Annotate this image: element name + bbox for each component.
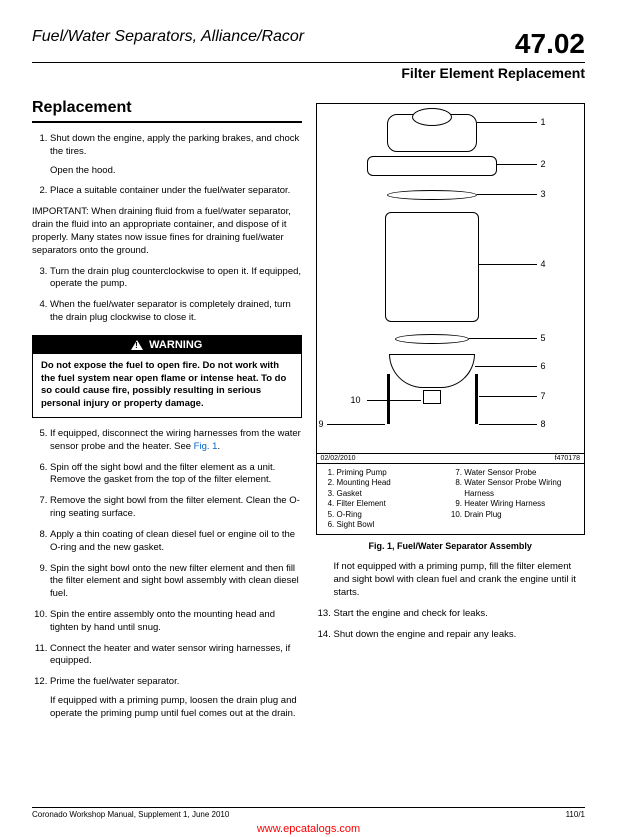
header-section-number: 47.02 <box>515 28 585 60</box>
legend-left: Priming Pump Mounting Head Gasket Filter… <box>323 468 451 530</box>
header-subtitle: Filter Element Replacement <box>32 65 585 81</box>
figure-diagram: 1 2 3 4 5 6 7 8 9 10 <box>317 104 585 454</box>
step-10: Spin the entire assembly onto the mounti… <box>50 609 302 635</box>
left-column: Replacement Shut down the engine, apply … <box>32 99 302 729</box>
step-6: Spin off the sight bowl and the filter e… <box>50 462 302 488</box>
warning-body: Do not expose the fuel to open fire. Do … <box>33 354 301 417</box>
step-5: If equipped, disconnect the wiring harne… <box>50 428 302 454</box>
step-13: Start the engine and check for leaks. <box>334 608 586 621</box>
steps-3-4: Turn the drain plug counterclockwise to … <box>32 266 302 325</box>
footer-left: Coronado Workshop Manual, Supplement 1, … <box>32 810 229 819</box>
right-column: 1 2 3 4 5 6 7 8 9 10 02/02/2010 f470178 … <box>316 99 586 729</box>
figure-meta: 02/02/2010 f470178 <box>317 454 585 464</box>
step-11: Connect the heater and water sensor wiri… <box>50 643 302 669</box>
warning-header: WARNING <box>33 336 301 354</box>
steps-1-2: Shut down the engine, apply the parking … <box>32 133 302 198</box>
fig-1-link[interactable]: Fig. 1 <box>194 441 218 452</box>
footer-right: 110/1 <box>566 810 585 819</box>
warning-triangle-icon <box>131 340 143 350</box>
step-2: Place a suitable container under the fue… <box>50 185 302 198</box>
figure-box: 1 2 3 4 5 6 7 8 9 10 02/02/2010 f470178 … <box>316 103 586 535</box>
header-left: Fuel/Water Separators, Alliance/Racor <box>32 28 304 46</box>
section-title: Replacement <box>32 99 302 123</box>
important-note: IMPORTANT: When draining fluid from a fu… <box>32 206 302 257</box>
steps-13-14: Start the engine and check for leaks. Sh… <box>316 608 586 642</box>
col2-text: If not equipped with a priming pump, fil… <box>316 561 586 599</box>
page-footer: Coronado Workshop Manual, Supplement 1, … <box>32 807 585 819</box>
legend-right: Water Sensor Probe Water Sensor Probe Wi… <box>450 468 578 530</box>
step-12: Prime the fuel/water separator.If equipp… <box>50 676 302 720</box>
step-4: When the fuel/water separator is complet… <box>50 299 302 325</box>
watermark: www.epcatalogs.com <box>0 823 617 835</box>
figure-legend: Priming Pump Mounting Head Gasket Filter… <box>317 464 585 534</box>
figure-caption: Fig. 1, Fuel/Water Separator Assembly <box>316 541 586 551</box>
step-14: Shut down the engine and repair any leak… <box>334 629 586 642</box>
steps-5-12: If equipped, disconnect the wiring harne… <box>32 428 302 721</box>
warning-title: WARNING <box>149 339 202 351</box>
step-7: Remove the sight bowl from the filter el… <box>50 495 302 521</box>
figure-date: 02/02/2010 <box>321 455 356 462</box>
step-9: Spin the sight bowl onto the new filter … <box>50 563 302 601</box>
step-3: Turn the drain plug counterclockwise to … <box>50 266 302 292</box>
step-8: Apply a thin coating of clean diesel fue… <box>50 529 302 555</box>
warning-box: WARNING Do not expose the fuel to open f… <box>32 335 302 418</box>
figure-ref: f470178 <box>555 455 580 462</box>
step-1: Shut down the engine, apply the parking … <box>50 133 302 177</box>
